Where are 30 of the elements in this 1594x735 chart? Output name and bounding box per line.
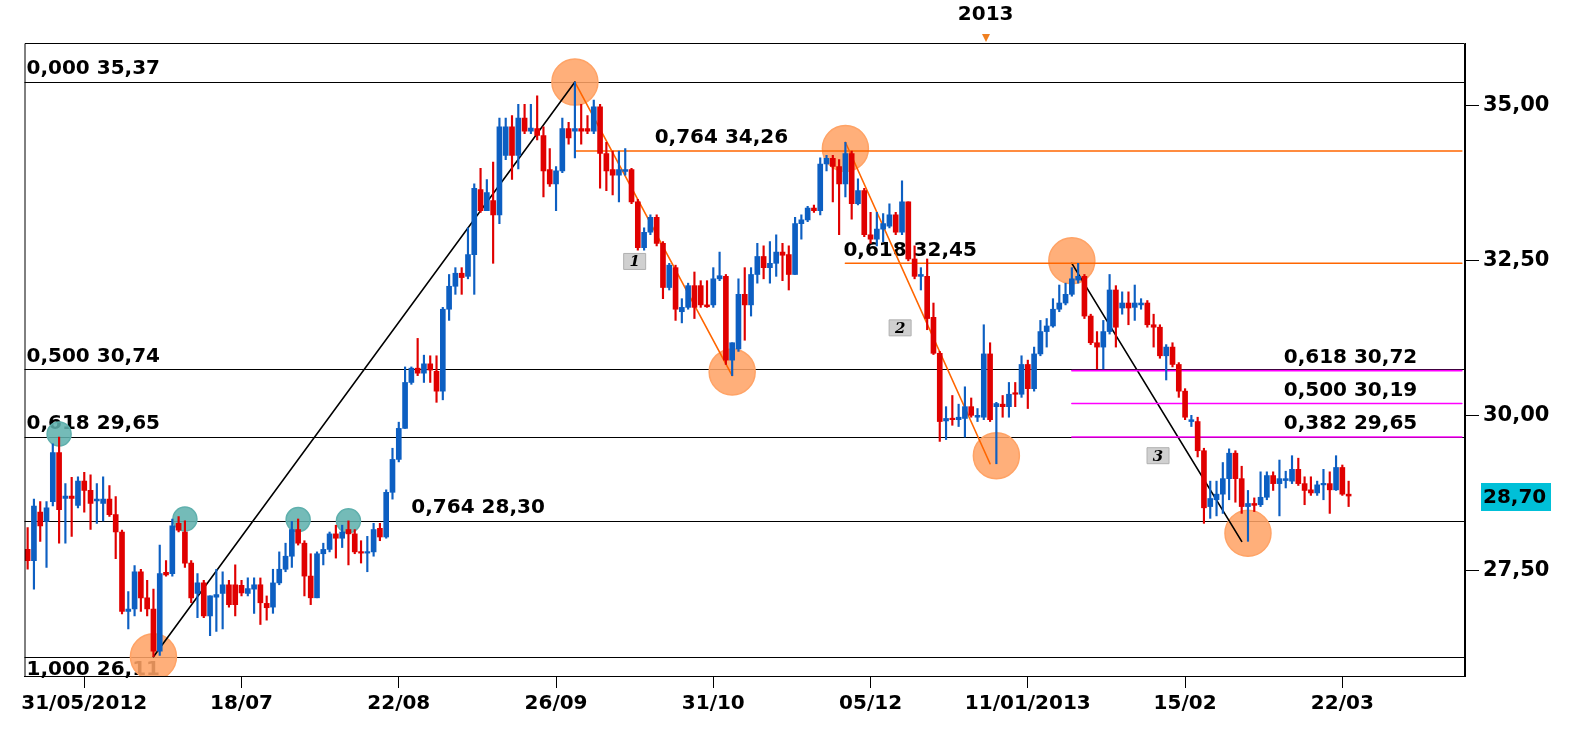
y-tick-label: 32,50 [1483, 246, 1550, 271]
candlestick [1012, 382, 1019, 407]
text: 28,70 [1483, 484, 1547, 509]
ref-line-label: 0,000 35,37 [26, 55, 160, 80]
annotation: 3 [1152, 446, 1164, 465]
x-tick-label: 15/02 [1153, 690, 1217, 715]
y-tick-label: 35,00 [1483, 91, 1550, 116]
point [551, 58, 599, 106]
series-label: 0,618 30,72 [1283, 343, 1418, 368]
annotation: 2 [893, 318, 906, 337]
ref-line-label: 0,500 30,74 [26, 342, 160, 367]
x-tick-label: 31/05/2012 [21, 690, 148, 715]
annotation: 1 [629, 252, 640, 271]
x-tick-label: 22/08 [367, 690, 431, 715]
x-tick-label: 22/03 [1310, 690, 1374, 715]
text: 2013 [957, 1, 1014, 26]
series-label: 0,382 29,65 [1283, 410, 1418, 435]
x-tick-label: 26/09 [524, 690, 588, 715]
ref-line-label: 0,764 28,30 [411, 494, 545, 519]
x-tick-label: 18/07 [210, 690, 273, 715]
ref-line-label: 0,618 29,65 [26, 410, 160, 435]
x-tick-label: 31/10 [681, 690, 745, 715]
x-tick-label: 11/01/2013 [964, 690, 1091, 715]
x-tick-label: 05/12 [839, 690, 903, 715]
series-label: 0,500 30,19 [1283, 376, 1418, 401]
series-label: 0,764 34,26 [654, 124, 789, 149]
y-tick-label: 30,00 [1483, 401, 1550, 426]
point [972, 431, 1021, 480]
y-tick-label: 27,50 [1483, 556, 1550, 581]
point [1224, 509, 1272, 558]
